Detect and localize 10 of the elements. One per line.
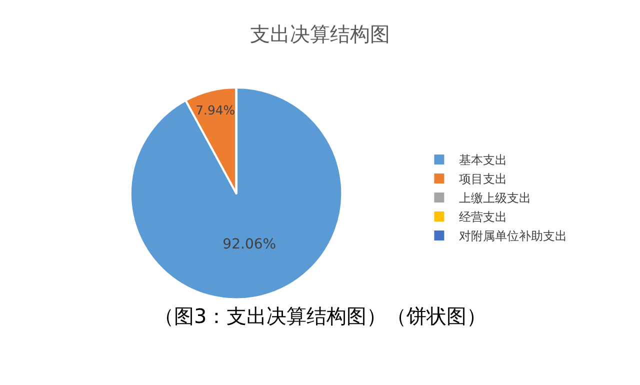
legend-label: 项目支出 xyxy=(459,172,508,186)
chart-title: 支出决算结构图 xyxy=(250,22,390,46)
legend-label: 上缴上级支出 xyxy=(459,191,532,206)
legend-label: 经营支出 xyxy=(459,210,508,224)
pie-slice xyxy=(130,86,344,300)
data-label: 92.06% xyxy=(222,236,276,253)
legend-label: 基本支出 xyxy=(459,153,508,168)
legend-label: 对附属单位补助支出 xyxy=(459,229,568,244)
data-label: 7.94% xyxy=(196,102,236,118)
text: （图3：支出决算结构图）（饼状图） xyxy=(154,304,487,328)
